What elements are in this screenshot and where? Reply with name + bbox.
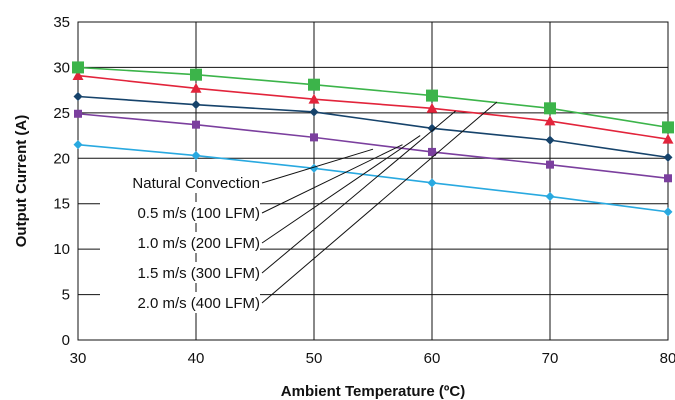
x-tick-label: 30 xyxy=(70,350,87,367)
data-point-marker xyxy=(427,123,437,133)
data-point-marker xyxy=(663,207,673,217)
y-tick-label: 25 xyxy=(53,105,70,122)
y-tick-label: 5 xyxy=(62,287,70,304)
callout-label-background xyxy=(100,172,260,193)
x-tick-labels: 30 40 50 60 70 80 xyxy=(70,350,675,367)
callout-group: Natural Convection 0.5 m/s (100 LFM) 1.0 m… xyxy=(100,101,498,313)
data-point-marker xyxy=(309,107,319,117)
y-tick-label: 20 xyxy=(53,150,70,167)
data-point-marker xyxy=(546,160,554,169)
x-tick-label: 50 xyxy=(306,350,323,367)
y-tick-label: 15 xyxy=(53,196,70,213)
callout-label: 1.5 m/s (300 LFM) xyxy=(137,265,260,282)
callout-label-background xyxy=(100,202,260,223)
x-axis-title: Ambient Temperature (ºC) xyxy=(281,383,465,400)
y-axis-title: Output Current (A) xyxy=(13,115,30,247)
data-point-marker xyxy=(308,78,320,91)
data-point-marker xyxy=(545,135,555,145)
data-point-marker xyxy=(190,68,202,81)
data-point-marker xyxy=(662,121,674,134)
x-tick-label: 40 xyxy=(188,350,205,367)
data-point-marker xyxy=(72,70,84,81)
callout-label-background xyxy=(100,262,260,283)
series-line xyxy=(77,112,669,180)
callout-label-background xyxy=(100,292,260,313)
callout-leader-line xyxy=(261,110,456,274)
data-point-marker xyxy=(544,115,556,126)
y-tick-label: 35 xyxy=(53,14,70,31)
data-point-marker xyxy=(72,61,84,74)
x-tick-label: 80 xyxy=(660,350,675,367)
callout-label-background xyxy=(100,232,260,253)
x-tick-label: 70 xyxy=(542,350,559,367)
callout-leader-line xyxy=(261,101,498,304)
data-point-marker xyxy=(308,93,320,104)
data-point-marker xyxy=(662,133,674,144)
data-point-marker xyxy=(544,102,556,115)
data-point-marker xyxy=(191,100,201,110)
callout-label: 1.0 m/s (200 LFM) xyxy=(137,235,260,252)
data-point-marker xyxy=(664,174,672,183)
series-line xyxy=(77,66,669,129)
callout-label: 0.5 m/s (100 LFM) xyxy=(137,205,260,222)
data-point-marker xyxy=(192,120,200,129)
series-line xyxy=(77,74,669,140)
data-point-marker xyxy=(73,140,83,150)
series-group xyxy=(72,61,674,217)
callout-label: 2.0 m/s (400 LFM) xyxy=(137,295,260,312)
data-point-marker xyxy=(426,102,438,113)
data-point-marker xyxy=(190,82,202,93)
data-point-marker xyxy=(73,92,83,102)
callout-label: Natural Convection xyxy=(132,175,260,192)
data-point-marker xyxy=(426,89,438,102)
data-point-marker xyxy=(191,151,201,161)
y-tick-labels: 0 5 10 15 20 25 30 35 xyxy=(53,14,70,349)
callout-leader-line xyxy=(261,135,421,244)
data-point-marker xyxy=(428,147,436,156)
data-point-marker xyxy=(545,191,555,201)
data-point-marker xyxy=(663,152,673,162)
y-tick-label: 10 xyxy=(53,241,70,258)
data-point-marker xyxy=(427,178,437,188)
series-line xyxy=(77,143,669,213)
y-tick-label: 30 xyxy=(53,59,70,76)
data-point-marker xyxy=(74,109,82,118)
callout-leader-line xyxy=(261,148,374,184)
data-point-marker xyxy=(310,133,318,142)
y-tick-label: 0 xyxy=(62,332,70,349)
callout-leader-line xyxy=(261,144,403,214)
series-line xyxy=(77,95,669,159)
x-tick-label: 60 xyxy=(424,350,441,367)
